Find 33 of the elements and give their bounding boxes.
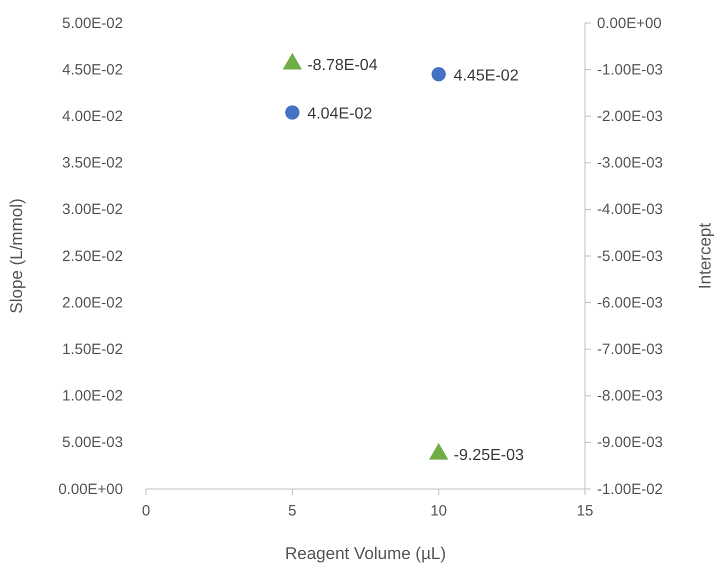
y-axis-title: Slope (L/mmol) bbox=[7, 198, 26, 314]
y-tick-label: 5.00E-02 bbox=[62, 14, 123, 32]
data-label: 4.45E-02 bbox=[454, 67, 519, 84]
x-tick-label: 0 bbox=[142, 502, 150, 520]
y-tick-label: 4.50E-02 bbox=[62, 61, 123, 78]
y-tick-label: 3.00E-02 bbox=[62, 201, 123, 218]
y-tick-label: 3.50E-02 bbox=[62, 154, 123, 172]
y2-tick-label: -1.00E-02 bbox=[597, 480, 663, 498]
x-tick-label: 15 bbox=[576, 502, 594, 520]
y-tick-label: 2.00E-02 bbox=[62, 294, 123, 312]
y2-tick-label: -1.00E-03 bbox=[597, 61, 663, 78]
y2-tick-label: -8.00E-03 bbox=[597, 388, 663, 405]
y2-axis-title: Intercept bbox=[696, 222, 715, 290]
data-label: 4.04E-02 bbox=[307, 105, 372, 122]
y-tick-label: 2.50E-02 bbox=[62, 248, 123, 265]
x-tick-label: 10 bbox=[430, 502, 448, 520]
y2-tick-label: -5.00E-03 bbox=[597, 248, 663, 265]
y-tick-label: 5.00E-03 bbox=[62, 434, 123, 452]
y2-tick-label: -4.00E-03 bbox=[597, 201, 663, 218]
data-label: -9.25E-03 bbox=[454, 447, 524, 464]
x-axis-title: Reagent Volume (µL) bbox=[285, 544, 446, 563]
y2-tick-label: -3.00E-03 bbox=[597, 154, 663, 172]
y2-tick-label: -6.00E-03 bbox=[597, 294, 663, 312]
y2-tick-label: -2.00E-03 bbox=[597, 108, 663, 125]
y-tick-label: 1.50E-02 bbox=[62, 341, 123, 358]
y-tick-label: 1.00E-02 bbox=[62, 388, 123, 405]
y2-tick-label: 0.00E+00 bbox=[597, 14, 662, 32]
y2-tick-label: -9.00E-03 bbox=[597, 434, 663, 452]
y2-tick-label: -7.00E-03 bbox=[597, 341, 663, 358]
x-tick-label: 5 bbox=[288, 502, 297, 520]
data-label: -8.78E-04 bbox=[307, 56, 378, 74]
y-tick-label: 0.00E+00 bbox=[58, 480, 123, 498]
y-tick-label: 4.00E-02 bbox=[62, 108, 123, 125]
